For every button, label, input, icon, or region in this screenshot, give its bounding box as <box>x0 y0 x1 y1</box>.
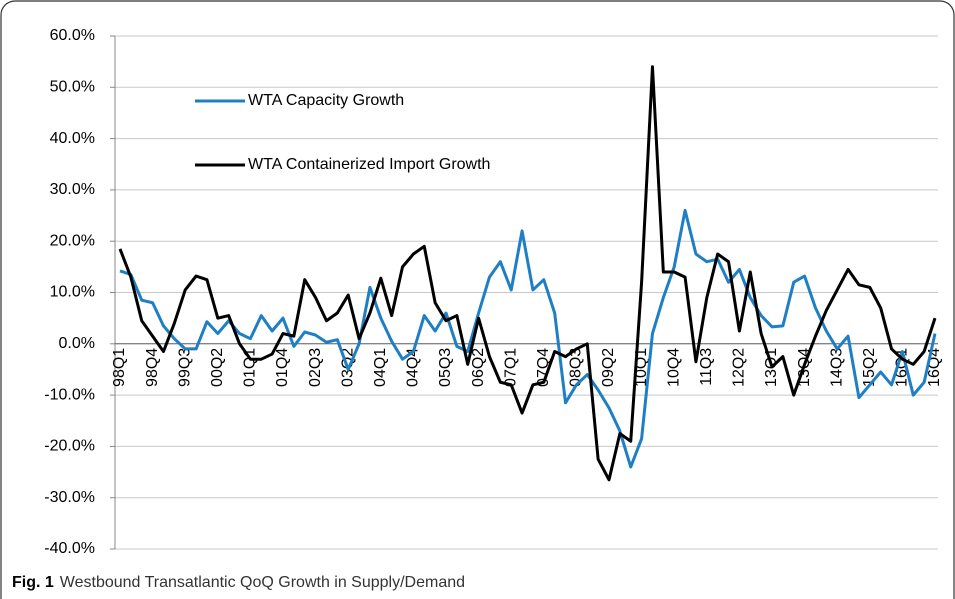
y-tick-label: 0.0% <box>59 335 95 352</box>
y-tick-label: -40.0% <box>44 540 95 557</box>
legend-label: WTA Capacity Growth <box>248 92 404 109</box>
x-tick-label: 01Q4 <box>274 348 291 387</box>
x-tick-label: 09Q2 <box>600 348 617 387</box>
caption: Fig. 1 Westbound Transatlantic QoQ Growth… <box>12 574 465 591</box>
x-tick-label: 04Q1 <box>372 348 389 387</box>
caption-text: Westbound Transatlantic QoQ Growth in Su… <box>60 574 465 591</box>
legend-label: WTA Containerized Import Growth <box>248 156 490 173</box>
x-tick-label: 02Q3 <box>307 348 324 387</box>
series-line <box>119 208 937 469</box>
y-tick-label: 20.0% <box>50 232 95 249</box>
y-tick-label: 10.0% <box>50 284 95 301</box>
y-tick-label: -10.0% <box>44 386 95 403</box>
x-tick-label: 14Q3 <box>828 348 845 387</box>
y-tick-label: -20.0% <box>44 438 95 455</box>
x-tick-label: 07Q4 <box>535 348 552 387</box>
y-tick-label: 50.0% <box>50 79 95 96</box>
figure-label: Fig. 1 <box>12 574 54 591</box>
y-tick-label: 30.0% <box>50 181 95 198</box>
x-tick-label: 01Q1 <box>242 348 259 387</box>
x-tick-label: 10Q4 <box>665 348 682 387</box>
x-tick-label: 98Q1 <box>111 348 128 387</box>
x-tick-label: 11Q3 <box>698 348 715 386</box>
y-tick-label: -30.0% <box>44 489 95 506</box>
x-tick-label: 12Q2 <box>731 348 748 387</box>
x-tick-label: 15Q2 <box>861 348 878 387</box>
x-tick-label: 05Q3 <box>437 348 454 387</box>
y-tick-label: 40.0% <box>50 130 95 147</box>
series-line <box>118 65 937 482</box>
x-tick-label: 00Q2 <box>209 348 226 387</box>
x-tick-label: 06Q2 <box>470 348 487 387</box>
x-tick-label: 98Q4 <box>144 348 161 387</box>
y-tick-label: 60.0% <box>50 27 95 44</box>
x-tick-label: 16Q1 <box>894 348 911 387</box>
x-tick-label: 08Q3 <box>568 348 585 387</box>
x-tick-label: 07Q1 <box>502 348 519 387</box>
x-tick-label: 99Q3 <box>176 348 193 387</box>
x-tick-label: 04Q4 <box>405 348 422 387</box>
